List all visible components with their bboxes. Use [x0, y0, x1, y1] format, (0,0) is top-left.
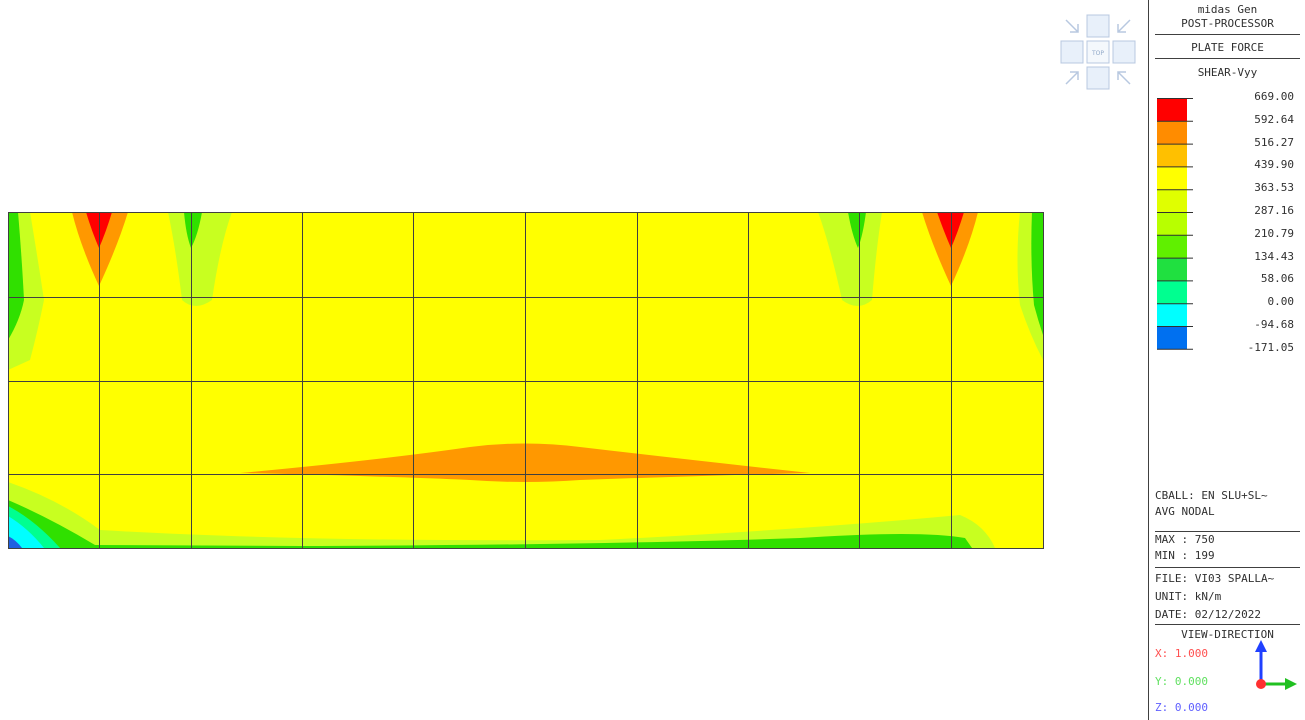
legend-swatch [1157, 144, 1187, 167]
legend-value: 0.00 [1267, 295, 1295, 309]
file-name: FILE: VI03 SPALLA~ [1155, 572, 1275, 585]
axis-x-dot [1256, 679, 1266, 689]
legend-value: -94.68 [1254, 318, 1294, 331]
legend-swatch [1157, 189, 1187, 213]
legend-swatch [1157, 98, 1187, 122]
avg-mode: AVG NODAL [1155, 505, 1215, 518]
contour-right-green-spot [818, 212, 882, 306]
legend-value: 287.16 [1254, 204, 1294, 217]
view-cube[interactable]: TOP [1060, 14, 1136, 90]
color-legend [1157, 98, 1193, 350]
divider [1155, 624, 1300, 625]
legend-value: 592.64 [1254, 112, 1294, 126]
max-value: MAX : 750 [1155, 533, 1215, 546]
contour-bottom-green [8, 500, 972, 548]
load-case: CBALL: EN SLU+SL~ [1155, 489, 1268, 502]
legend-swatch [1157, 280, 1187, 304]
axis-z-arrow [1255, 640, 1267, 652]
contour-bottom-cyan [8, 516, 44, 548]
axis-y-arrow [1285, 678, 1297, 690]
view-direction-title: VIEW-DIRECTION [1181, 628, 1274, 641]
contour-right-orange-spot [922, 212, 978, 286]
legend-value: 516.27 [1254, 135, 1294, 149]
legend-swatch [1157, 258, 1187, 281]
mesh-grid [8, 212, 1044, 549]
view-direction-x: X: 1.000 [1155, 647, 1208, 660]
legend-value: 439.90 [1254, 158, 1294, 172]
module-name: POST-PROCESSOR [1181, 17, 1274, 30]
divider [1155, 58, 1300, 59]
legend-swatch [1157, 121, 1187, 145]
legend-value: 363.53 [1254, 181, 1294, 195]
legend-swatch [1157, 326, 1187, 350]
legend-value: 669.00 [1254, 90, 1294, 103]
date: DATE: 02/12/2022 [1155, 608, 1261, 621]
contour-left-edge-green [8, 212, 24, 340]
view-cube-icon[interactable]: TOP [1060, 14, 1136, 90]
divider [1155, 567, 1300, 568]
min-value: MIN : 199 [1155, 549, 1215, 562]
contour-right-green-core [848, 212, 866, 248]
contour-bottom-blue [8, 536, 22, 548]
legend-swatch [1157, 235, 1187, 259]
axis-triad-icon [1255, 640, 1297, 690]
plate-contour-plot [8, 212, 1044, 549]
component-name: SHEAR-Vyy [1197, 66, 1258, 79]
legend-swatch [1157, 166, 1187, 190]
view-cube-top-face [1086, 40, 1110, 64]
view-cube-face-label: TOP [1091, 50, 1104, 57]
unit: UNIT: kN/m [1155, 590, 1222, 603]
view-direction-z: Z: 0.000 [1155, 701, 1208, 714]
contour-left-green-spot [168, 212, 232, 306]
contour-right-red-spot [937, 212, 964, 248]
legend-value: 210.79 [1254, 226, 1294, 240]
legend-value: 58.06 [1260, 272, 1294, 286]
app-name: midas Gen [1197, 3, 1258, 16]
legend-panel: midas Gen POST-PROCESSOR PLATE FORCE SHE… [1148, 0, 1305, 720]
divider [1155, 34, 1300, 35]
legend-swatch [1157, 212, 1187, 236]
legend-swatch [1157, 303, 1187, 327]
view-direction-y: Y: 0.000 [1155, 675, 1208, 688]
result-type: PLATE FORCE [1191, 41, 1264, 54]
contour-left-green-core [184, 212, 202, 248]
model-viewport[interactable]: TOP [0, 0, 1148, 720]
legend-value: -171.05 [1247, 340, 1294, 354]
legend-value: 134.43 [1254, 249, 1294, 263]
contour-right-edge-green [1031, 212, 1043, 335]
divider [1155, 531, 1300, 532]
